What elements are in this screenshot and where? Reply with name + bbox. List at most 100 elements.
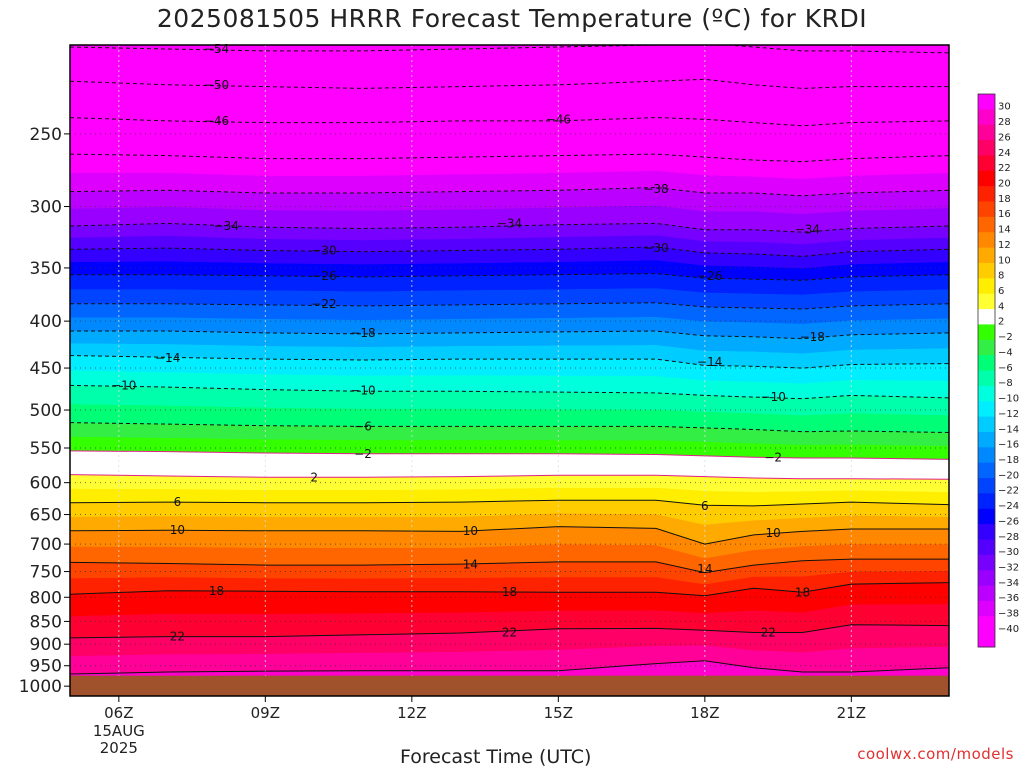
fill-subband	[70, 604, 949, 638]
isotherm-line	[70, 526, 949, 545]
x-tick-label: 12Z	[397, 704, 426, 722]
colorbar-segment	[978, 262, 995, 279]
colorbar-label: −10	[998, 394, 1019, 405]
contour-label: 18	[502, 585, 517, 599]
contour-label: 18	[795, 585, 810, 599]
colorbar-segment	[978, 554, 995, 571]
colorbar-label: 26	[998, 132, 1011, 143]
colorbar-label: −38	[998, 609, 1019, 620]
x-tick-sublabel: 15AUG	[93, 722, 145, 740]
y-tick-label: 450	[30, 359, 62, 379]
fill-subband	[70, 154, 949, 179]
colorbar-segment	[978, 431, 995, 448]
y-tick-label: 700	[30, 535, 62, 555]
contour-label: −10	[761, 390, 786, 404]
fill-subband	[70, 500, 949, 525]
fill-subband	[70, 404, 949, 433]
colorbar-frame	[977, 93, 996, 648]
ground-fill	[70, 675, 949, 696]
colorbar-label: −30	[998, 547, 1019, 558]
colorbar-label: −12	[998, 409, 1019, 420]
contour-label: 22	[502, 626, 517, 640]
y-tick-label: 300	[30, 198, 62, 218]
isotherm-line	[70, 558, 949, 574]
y-tick-label: 250	[30, 125, 62, 145]
colorbar-label: −28	[998, 532, 1019, 543]
colorbar-label: −40	[998, 624, 1019, 635]
y-tick-label: 550	[30, 439, 62, 459]
contour-label: −26	[311, 269, 336, 283]
contour-label: 22	[761, 626, 776, 640]
fill-subband	[70, 570, 949, 596]
x-tick-sublabel: 2025	[100, 739, 138, 757]
fill-subband	[70, 462, 949, 480]
fill-subband	[70, 544, 949, 573]
colorbar-label: −22	[998, 486, 1019, 497]
x-tick-label: 21Z	[837, 704, 866, 722]
x-tick-label: 06Z	[104, 704, 133, 722]
isotherm-line	[70, 582, 949, 597]
contour-label: −30	[311, 243, 336, 257]
y-tick-label: 400	[30, 312, 62, 332]
y-tick-label: 750	[30, 563, 62, 583]
credit-link[interactable]: coolwx.com/models	[857, 745, 1014, 763]
contour-label: 22	[170, 630, 185, 644]
colorbar-segment	[978, 585, 995, 602]
contour-label: 10	[766, 526, 781, 540]
colorbar-segment	[978, 355, 995, 371]
fill-subband	[70, 187, 949, 214]
colorbar-segment	[978, 247, 995, 264]
y-tick-label: 650	[30, 506, 62, 526]
fill-subband	[70, 343, 949, 369]
colorbar-label: −34	[998, 578, 1019, 589]
colorbar-segment	[978, 600, 995, 617]
colorbar-label: −8	[998, 378, 1013, 389]
fill-subband	[70, 645, 949, 674]
colorbar-segment	[978, 293, 995, 310]
colorbar-label: 2	[998, 317, 1004, 328]
fill-subband	[70, 302, 949, 324]
contour-label: 18	[209, 584, 224, 598]
y-tick-label: 350	[30, 259, 62, 279]
colorbar-segment	[978, 232, 995, 249]
contour-label: −46	[204, 114, 229, 128]
fill-subband	[70, 422, 949, 446]
colorbar-segment	[978, 309, 995, 325]
contour-label: −50	[204, 78, 229, 92]
colorbar-segment	[978, 493, 995, 510]
colorbar-segment	[978, 524, 995, 540]
contour-label: −34	[795, 223, 820, 237]
fill-subband	[70, 235, 949, 257]
colorbar-label: −20	[998, 470, 1019, 481]
contour-label: −18	[350, 326, 375, 340]
contour-label: 14	[697, 562, 712, 576]
fill-subband	[70, 246, 949, 269]
fill-subband	[70, 260, 949, 281]
colorbar-label: −14	[998, 424, 1019, 435]
y-tick-label: 850	[30, 612, 62, 632]
contour-label: −10	[111, 378, 136, 392]
contour-label: 10	[463, 524, 478, 538]
colorbar-segment	[978, 216, 995, 233]
colorbar-segment	[978, 140, 995, 156]
fill-subband	[70, 624, 949, 656]
colorbar-segment	[978, 385, 995, 402]
chart-title: 2025081505 HRRR Forecast Temperature (ºC…	[156, 4, 868, 33]
colorbar-segment	[978, 201, 995, 218]
isotherm-line	[70, 660, 949, 675]
colorbar-segment	[978, 478, 995, 494]
colorbar-segment	[978, 94, 995, 110]
fill-subband	[70, 99, 949, 126]
colorbar-label: 6	[998, 286, 1004, 297]
colorbar-segment	[978, 616, 995, 633]
plot-frame	[69, 44, 950, 697]
colorbar-segment	[978, 508, 995, 525]
colorbar-label: −6	[998, 363, 1013, 374]
colorbar-segment	[978, 186, 995, 203]
contour-label: −34	[214, 219, 239, 233]
contour-label: −54	[204, 42, 229, 56]
x-tick-label: 15Z	[544, 704, 573, 722]
colorbar-segment	[978, 278, 995, 295]
contour-label: −2	[764, 450, 782, 464]
contour-label: −14	[155, 351, 180, 365]
